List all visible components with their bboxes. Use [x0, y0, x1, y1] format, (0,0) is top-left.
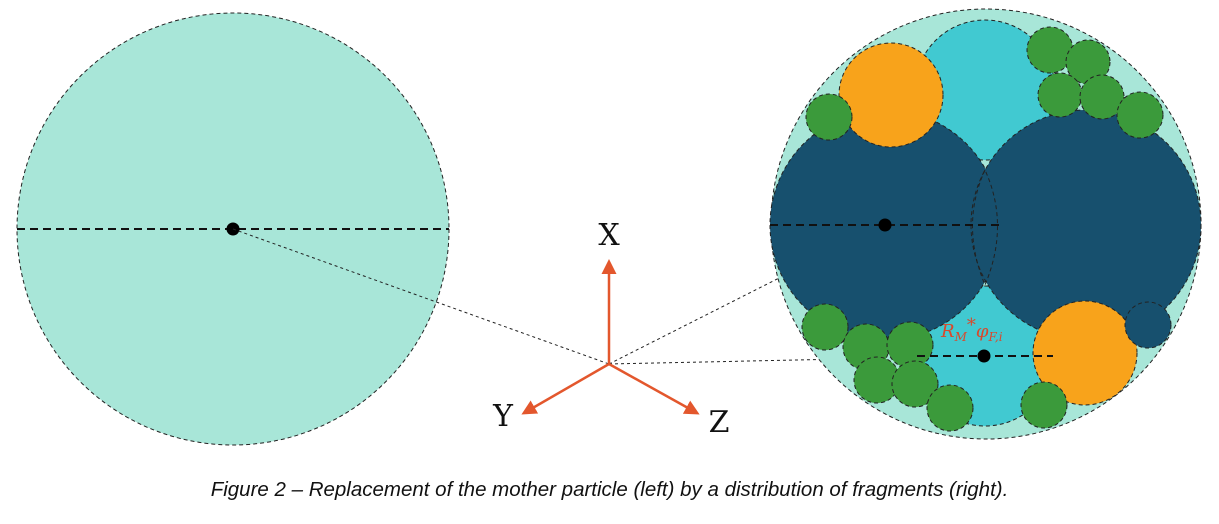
coordinate-axes: X Y Z: [492, 218, 729, 440]
green-fragment: [801, 303, 849, 351]
small-green-fragments: [801, 26, 1164, 432]
green-fragment: [805, 93, 853, 141]
large-fragment-overlap-outline: [972, 169, 998, 287]
green-fragment: [1037, 72, 1083, 118]
z-axis-label: Z: [709, 405, 730, 440]
x-axis-label: X: [598, 218, 620, 253]
z-axis-arrow: [608, 362, 700, 415]
green-fragment: [926, 384, 974, 432]
y-axis-label: Y: [492, 399, 514, 434]
small-dark-fragment: [1124, 301, 1172, 349]
green-fragment: [1065, 39, 1111, 85]
green-fragment: [891, 360, 939, 408]
figure-caption: Figure 2 – Replacement of the mother par…: [210, 478, 1009, 501]
fragment-radius-label: RM*φF,i: [940, 315, 1003, 344]
projection-line-mother: [232, 228, 610, 365]
y-axis-arrow: [521, 362, 610, 415]
orange-fragment-bottom: [1032, 300, 1138, 406]
green-fragment: [1079, 74, 1125, 120]
large-fragment-center-point: [878, 218, 892, 232]
green-fragment: [1020, 381, 1068, 429]
small-fragment-center-point: [977, 349, 991, 363]
orange-fragment-top: [838, 42, 944, 148]
green-fragment: [1116, 91, 1164, 139]
fragment-distribution: RM*φF,i: [769, 8, 1202, 440]
green-fragment: [886, 321, 934, 369]
